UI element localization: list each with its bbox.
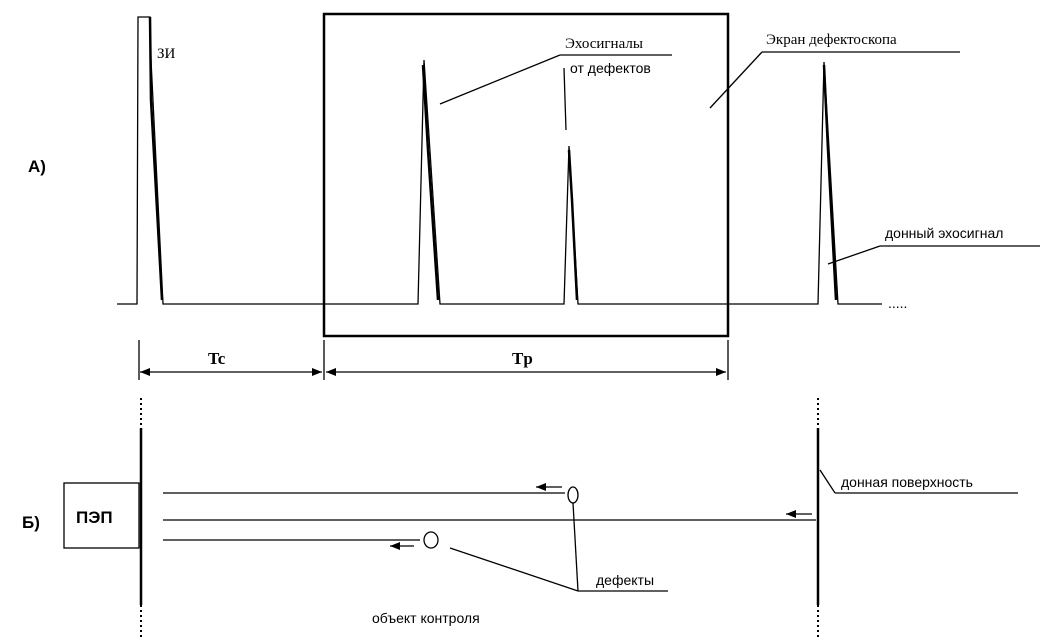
initial-pulse-mark bbox=[148, 16, 164, 301]
initial-pulse-label: ЗИ bbox=[157, 46, 176, 62]
echo-pulse-2-mark bbox=[567, 149, 579, 301]
tc-label: Tc bbox=[208, 349, 226, 368]
bottom-surface-leader bbox=[819, 469, 836, 494]
bottom-surface-label: донная поверхность bbox=[841, 474, 973, 490]
reflection-arrow-upper-head bbox=[536, 483, 546, 491]
echo-defects-label-line1: Эхосигналы bbox=[565, 36, 643, 52]
echo-defects-label-line2: от дефектов bbox=[570, 60, 651, 76]
echo-defects-leader-2 bbox=[563, 67, 567, 131]
tc-arrow-left bbox=[140, 368, 150, 376]
bottom-echo-pulse-mark bbox=[822, 64, 838, 301]
flaw-detector-screen-frame bbox=[322, 12, 730, 338]
echo-defects-leader-1 bbox=[439, 54, 561, 105]
screen-leader bbox=[709, 51, 763, 109]
screen-label: Экран дефектоскопа bbox=[766, 32, 897, 48]
defect-lower bbox=[423, 531, 439, 549]
bottom-echo-label: донный эхосигнал bbox=[885, 225, 1003, 241]
tp-arrow-left bbox=[326, 368, 336, 376]
tp-arrow-right bbox=[716, 368, 726, 376]
defects-leader-lower bbox=[449, 547, 579, 592]
echo-pulse-1-mark bbox=[421, 64, 440, 301]
signal-trace bbox=[117, 16, 882, 305]
section-b-label: Б) bbox=[22, 513, 40, 532]
tc-arrow-right bbox=[312, 368, 322, 376]
defects-leader-upper bbox=[572, 502, 579, 592]
section-a-label: А) bbox=[28, 157, 46, 176]
transducer-box bbox=[63, 482, 140, 549]
reflection-arrow-middle-head bbox=[786, 510, 796, 518]
defect-upper bbox=[567, 486, 579, 504]
bottom-echo-leader bbox=[827, 245, 881, 265]
tail-dots: ..... bbox=[888, 295, 907, 311]
test-object-label: объект контроля bbox=[372, 610, 480, 626]
tp-label: Tp bbox=[512, 349, 533, 368]
defects-label: дефекты bbox=[596, 572, 654, 588]
reflection-arrow-lower-head bbox=[390, 542, 400, 550]
transducer-label: ПЭП bbox=[76, 508, 113, 527]
